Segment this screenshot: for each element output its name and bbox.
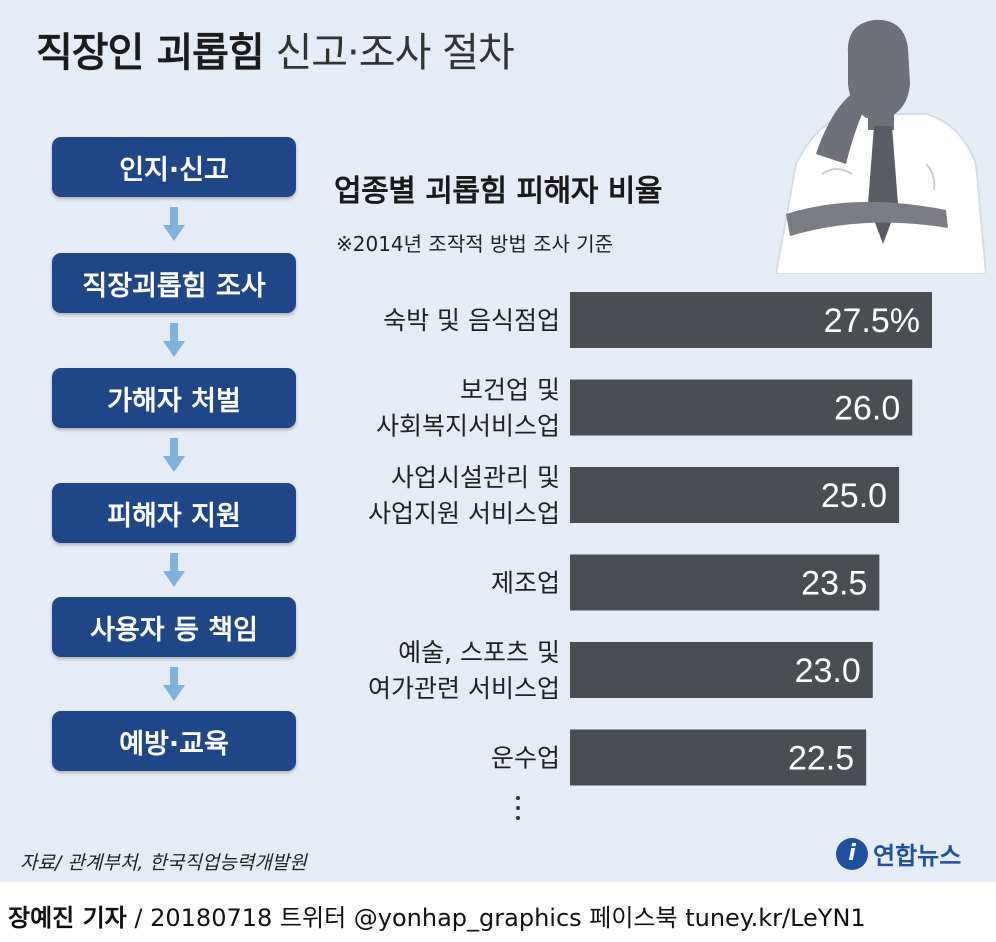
bar xyxy=(570,729,867,786)
down-arrow-icon xyxy=(163,553,185,587)
down-arrow-icon xyxy=(163,438,185,472)
category-label: 여가관련 서비스업 xyxy=(368,674,560,703)
logo-mark-icon: i xyxy=(836,837,868,870)
title-bold: 직장인 괴롭힘 xyxy=(36,30,265,76)
bar xyxy=(570,642,873,698)
bar xyxy=(570,554,880,611)
category-label: 사회복지서비스업 xyxy=(376,412,560,441)
category-label: 사업지원 서비스업 xyxy=(368,499,560,528)
bar-value-label: 25.0 xyxy=(821,477,887,515)
logo-text: 연합뉴스 xyxy=(873,842,962,870)
category-label: 보건업 및 xyxy=(460,376,560,405)
infographic-canvas: 직장인 괴롭힘 신고·조사 절차 인지·신고 직장괴롭힘 조사 가해자 처벌 xyxy=(0,0,996,882)
businessman-silhouette xyxy=(776,19,986,274)
down-arrow-icon xyxy=(163,207,185,241)
bar-value-label: 23.0 xyxy=(795,652,861,690)
step-box: 사용자 등 책임 xyxy=(52,597,296,657)
reporter-name: 장예진 기자 xyxy=(8,904,127,932)
chart-subtitle: ※2014년 조작적 방법 조사 기준 xyxy=(336,232,614,256)
yonhap-logo: i 연합뉴스 xyxy=(836,836,961,871)
bar xyxy=(570,467,900,523)
credit-line: 장예진 기자 / 20180718 트위터 @yonhap_graphics 페… xyxy=(8,898,866,933)
bar xyxy=(570,292,932,348)
credit-details: / 20180718 트위터 @yonhap_graphics 페이스북 tun… xyxy=(134,904,866,932)
bar-value-label: 22.5 xyxy=(788,740,854,778)
step-box: 인지·신고 xyxy=(52,137,296,197)
bar-value-label: 23.5 xyxy=(801,565,867,603)
step-box: 피해자 지원 xyxy=(52,483,296,543)
category-label: 사업시설관리 및 xyxy=(391,463,560,492)
chart-title: 업종별 괴롭힘 피해자 비율 xyxy=(334,174,662,209)
bar xyxy=(570,379,913,436)
category-label: 예술, 스포츠 및 xyxy=(398,638,560,667)
down-arrow-icon xyxy=(163,667,185,701)
bar-value-label: 27.5% xyxy=(824,302,920,340)
step-box: 예방·교육 xyxy=(52,711,296,771)
title-light: 신고·조사 절차 xyxy=(275,30,514,76)
source-note: 자료/ 관계부처, 한국직업능력개발원 xyxy=(20,852,307,874)
bar-value-label: 26.0 xyxy=(834,390,900,428)
continuation-dots xyxy=(512,796,524,826)
category-label: 숙박 및 음식점업 xyxy=(383,306,560,335)
step-box: 가해자 처벌 xyxy=(52,368,296,428)
step-box: 직장괴롭힘 조사 xyxy=(52,253,296,313)
category-label: 운수업 xyxy=(491,744,560,773)
page-title: 직장인 괴롭힘 신고·조사 절차 xyxy=(36,20,515,78)
category-label: 제조업 xyxy=(491,569,560,598)
down-arrow-icon xyxy=(163,323,185,357)
